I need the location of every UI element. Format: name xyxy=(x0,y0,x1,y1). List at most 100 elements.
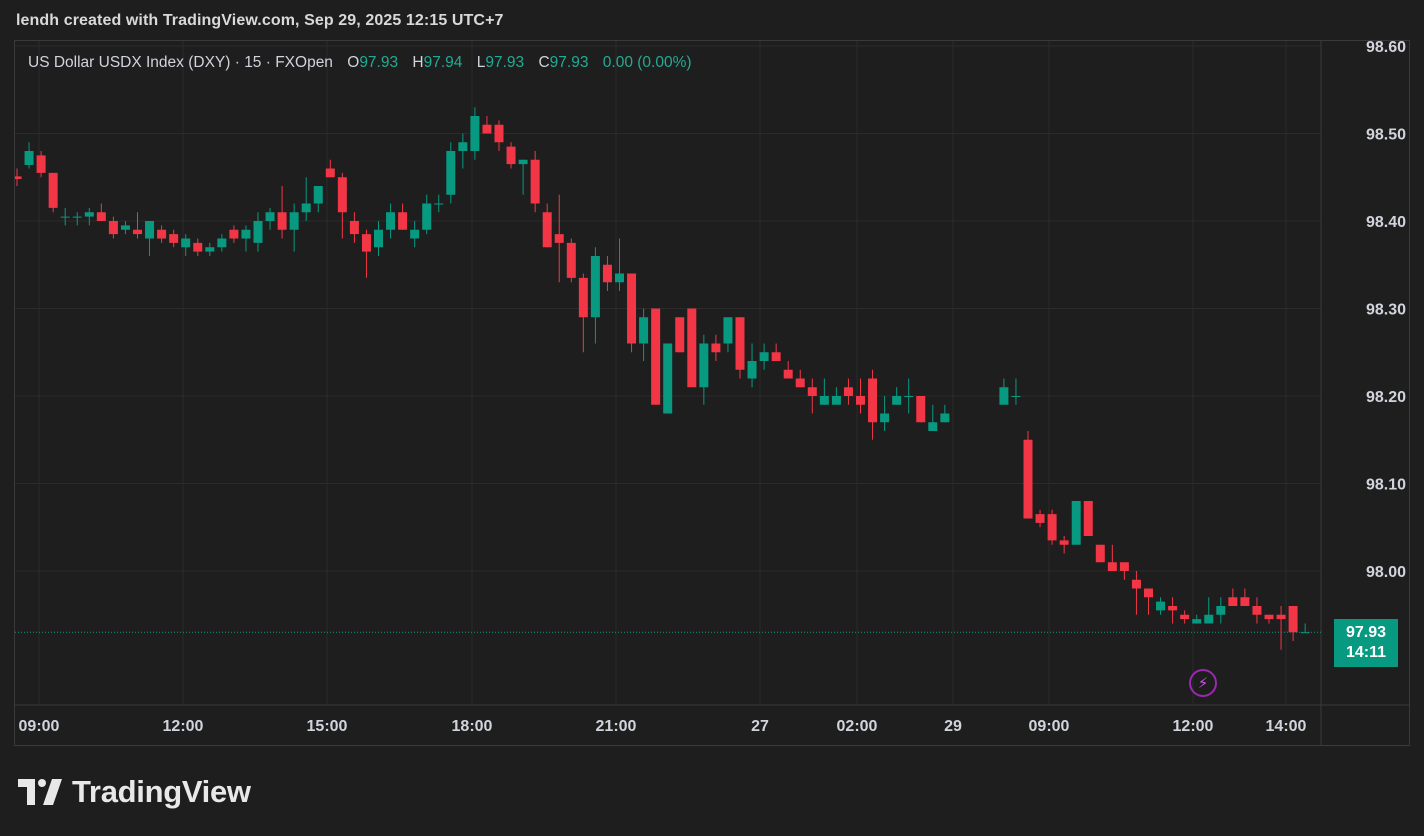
x-tick-label: 21:00 xyxy=(596,718,637,735)
candle-body xyxy=(48,172,58,208)
candle-body xyxy=(615,273,624,283)
candle-body xyxy=(120,225,130,230)
candle-body xyxy=(747,361,757,379)
candle-body xyxy=(1168,606,1178,611)
candle-body xyxy=(265,212,275,221)
tradingview-logo[interactable]: TradingView xyxy=(18,774,251,810)
candle-body xyxy=(687,308,697,388)
candle-body xyxy=(831,396,841,405)
candlestick-chart[interactable]: 98.60 98.50 98.40 98.30 98.20 98.10 98.00 09:00… xyxy=(15,41,1409,745)
candle-body xyxy=(36,155,46,173)
attribution-text: lendh created with TradingView.com, Sep … xyxy=(16,12,504,29)
candle-body xyxy=(868,378,878,423)
x-tick-label: 27 xyxy=(751,718,769,735)
candle-body xyxy=(759,352,769,361)
candle-body xyxy=(1071,501,1081,545)
symbol-title[interactable]: US Dollar USDX Index (DXY) · 15 · FXOpen xyxy=(28,54,333,71)
x-tick-label: 12:00 xyxy=(163,718,204,735)
candle-body xyxy=(892,396,902,405)
low-label: L xyxy=(476,54,486,71)
last-price-label: 97.93 14:11 xyxy=(1334,619,1398,667)
candle-body xyxy=(566,242,576,278)
candle-body xyxy=(735,317,745,370)
candle-body xyxy=(217,238,227,248)
tradingview-logo-icon xyxy=(18,779,62,805)
change-value: 0.00 (0.00%) xyxy=(602,54,692,71)
candle-body xyxy=(627,273,637,344)
y-tick-label: 98.10 xyxy=(1366,477,1406,494)
candle-body xyxy=(1059,540,1069,545)
candle-body xyxy=(675,317,685,353)
x-tick-label: 12:00 xyxy=(1173,718,1214,735)
candle-body xyxy=(422,203,432,230)
lightning-icon[interactable]: ⚡ xyxy=(1189,669,1217,697)
candle-body xyxy=(506,146,516,165)
candle-body xyxy=(60,216,70,218)
candle-body xyxy=(470,116,480,151)
candle-body xyxy=(795,378,805,388)
candle-body xyxy=(1023,439,1033,519)
candle-body xyxy=(916,396,926,423)
candle-body xyxy=(518,159,528,165)
candle-body xyxy=(1144,588,1153,598)
candle-body xyxy=(1119,562,1129,571)
close-value: 97.93 xyxy=(549,54,589,71)
candle-body xyxy=(325,168,335,178)
candle-body xyxy=(1095,544,1105,563)
candle-body xyxy=(72,216,82,218)
candle-body xyxy=(1107,562,1117,571)
candle-body xyxy=(699,343,709,388)
last-price-value: 97.93 xyxy=(1345,624,1387,641)
x-tick-label: 29 xyxy=(944,718,962,735)
candle-body xyxy=(1288,606,1298,633)
candle-body xyxy=(301,203,311,213)
candle-body xyxy=(530,159,540,204)
candle-body xyxy=(578,277,588,318)
candle-body xyxy=(108,221,118,235)
candle-body xyxy=(807,387,817,396)
candle-body xyxy=(602,264,612,283)
candle-body xyxy=(181,238,191,248)
candle-body xyxy=(253,221,263,243)
candle-body xyxy=(337,177,347,213)
chart-pane[interactable]: 98.60 98.50 98.40 98.30 98.20 98.10 98.00 09:00… xyxy=(14,40,1410,746)
candle-body xyxy=(1216,606,1226,615)
candle-body xyxy=(651,308,661,405)
y-tick-label: 98.40 xyxy=(1366,214,1406,231)
candle-body xyxy=(542,212,552,248)
candle-body xyxy=(494,124,504,143)
candle-body xyxy=(723,317,733,344)
candle-body xyxy=(374,229,383,248)
candle-body xyxy=(663,343,673,414)
symbol-legend[interactable]: US Dollar USDX Index (DXY) · 15 · FXOpen… xyxy=(28,54,692,72)
candle-body xyxy=(169,234,179,243)
x-tick-label: 18:00 xyxy=(452,718,493,735)
candle-body xyxy=(434,203,444,205)
candle-body xyxy=(398,212,408,230)
candle-body xyxy=(1276,614,1286,620)
y-tick-label: 98.20 xyxy=(1366,389,1406,406)
candle-body xyxy=(133,229,142,235)
x-tick-label: 02:00 xyxy=(837,718,878,735)
candle-body xyxy=(1083,501,1093,536)
low-value: 97.93 xyxy=(485,54,525,71)
x-tick-label: 15:00 xyxy=(307,718,348,735)
candle-body xyxy=(446,151,456,195)
candle-body xyxy=(880,413,890,423)
y-tick-label: 98.50 xyxy=(1366,127,1406,144)
candle-body xyxy=(554,234,564,243)
candle-body xyxy=(940,413,950,423)
candle-body xyxy=(1252,606,1262,615)
bar-countdown: 14:11 xyxy=(1345,644,1387,661)
candle-body xyxy=(1047,514,1057,541)
high-value: 97.94 xyxy=(423,54,463,71)
candle-body xyxy=(590,256,600,318)
candle-body xyxy=(783,369,793,379)
candle-body xyxy=(241,229,251,239)
candle-body xyxy=(313,186,323,204)
candle-body xyxy=(928,422,938,431)
x-tick-label: 14:00 xyxy=(1266,718,1307,735)
candle-body xyxy=(229,229,239,239)
candle-body xyxy=(843,387,853,396)
x-tick-label: 09:00 xyxy=(1029,718,1070,735)
